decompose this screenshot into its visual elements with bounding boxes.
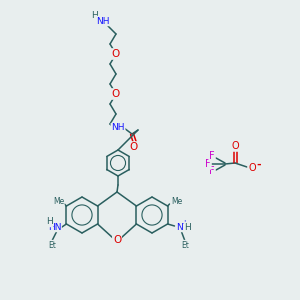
Text: Me: Me: [53, 197, 64, 206]
Text: O: O: [231, 141, 239, 151]
Text: -: -: [257, 160, 261, 170]
Text: +: +: [182, 218, 188, 227]
Text: O: O: [112, 89, 120, 99]
Text: O: O: [112, 49, 120, 59]
Text: H: H: [92, 11, 98, 20]
Text: H: H: [184, 223, 191, 232]
Text: O: O: [113, 235, 121, 245]
Text: N: N: [176, 223, 183, 232]
Text: Et: Et: [182, 241, 190, 250]
Text: H: H: [46, 218, 53, 226]
Text: Et: Et: [49, 241, 56, 250]
Text: NH: NH: [111, 124, 125, 133]
Text: Me: Me: [171, 197, 182, 206]
Text: HN: HN: [48, 223, 61, 232]
Text: NH: NH: [96, 16, 110, 26]
Text: F: F: [209, 151, 215, 161]
Text: O: O: [248, 163, 256, 173]
Text: F: F: [209, 166, 215, 176]
Text: F: F: [205, 159, 211, 169]
Text: O: O: [130, 142, 138, 152]
